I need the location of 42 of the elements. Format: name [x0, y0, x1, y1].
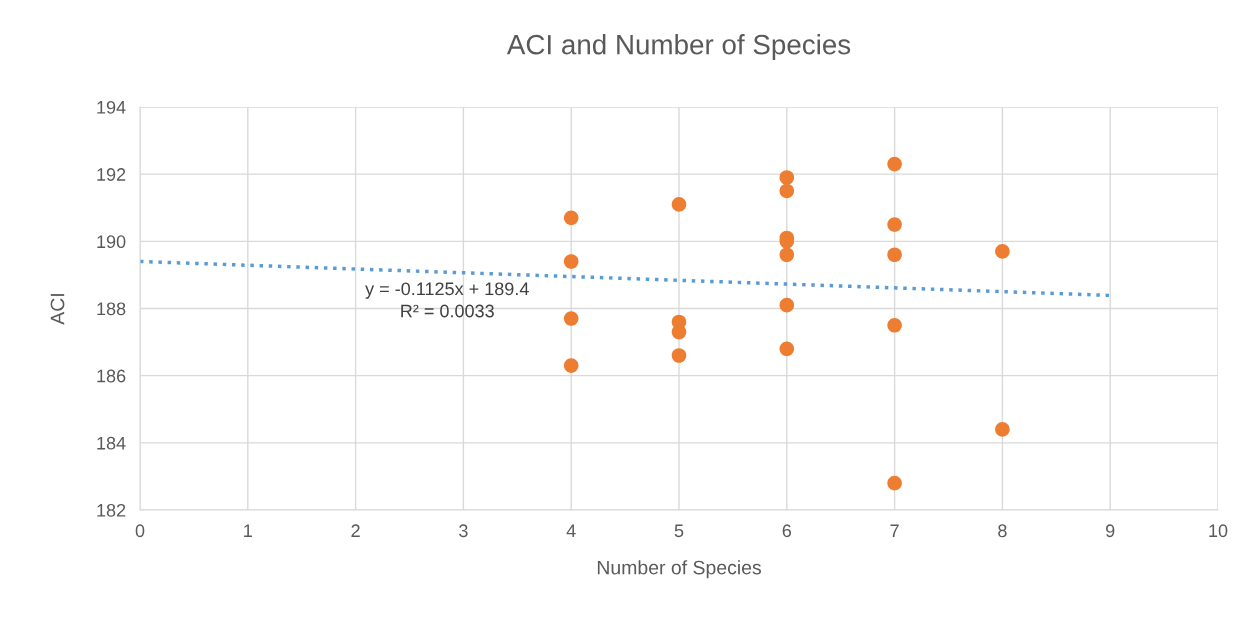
- x-tick-label: 8: [998, 524, 1007, 538]
- chart-title: ACI and Number of Species: [506, 34, 851, 60]
- y-tick-label: 194: [97, 100, 126, 114]
- x-tick-label: 1: [244, 524, 252, 537]
- point: [995, 422, 1010, 437]
- x-tick-label: 9: [1106, 524, 1115, 538]
- x-tick-label: 6: [782, 524, 792, 538]
- point: [887, 217, 902, 232]
- point: [671, 348, 687, 363]
- point: [887, 475, 902, 491]
- point: [563, 358, 579, 373]
- x-tick-label: 3: [459, 524, 468, 538]
- x-tick-label: 2: [351, 524, 360, 537]
- annotation: y = -0.1125x + 189.4: [365, 282, 529, 299]
- point: [887, 156, 902, 172]
- point: [779, 183, 795, 199]
- point: [779, 341, 795, 357]
- x-axis-title: Number of Species: [597, 560, 761, 579]
- point: [779, 247, 795, 263]
- point: [887, 318, 902, 333]
- x-tick-label: 0: [135, 524, 145, 538]
- x-tick-label: 10: [1209, 524, 1228, 538]
- y-tick-label: 190: [97, 235, 126, 249]
- point: [779, 170, 795, 185]
- y-tick-label: 182: [97, 503, 126, 517]
- point: [887, 247, 902, 263]
- x-tick-label: 7: [890, 524, 899, 537]
- point: [563, 254, 579, 269]
- y-tick-label: 186: [97, 369, 126, 383]
- x-tick-label: 5: [674, 524, 684, 538]
- y-tick-label: 184: [97, 436, 126, 450]
- point: [779, 297, 795, 313]
- point: [671, 197, 687, 212]
- point: [563, 210, 579, 226]
- point: [995, 244, 1010, 259]
- point: [671, 324, 687, 340]
- point: [563, 311, 579, 326]
- y-tick-label: 192: [97, 168, 126, 181]
- x-tick-label: 4: [566, 524, 576, 537]
- annotation: R² = 0.0033: [401, 304, 494, 318]
- y-tick-label: 188: [97, 302, 126, 316]
- y-axis-title: ACI: [50, 294, 65, 325]
